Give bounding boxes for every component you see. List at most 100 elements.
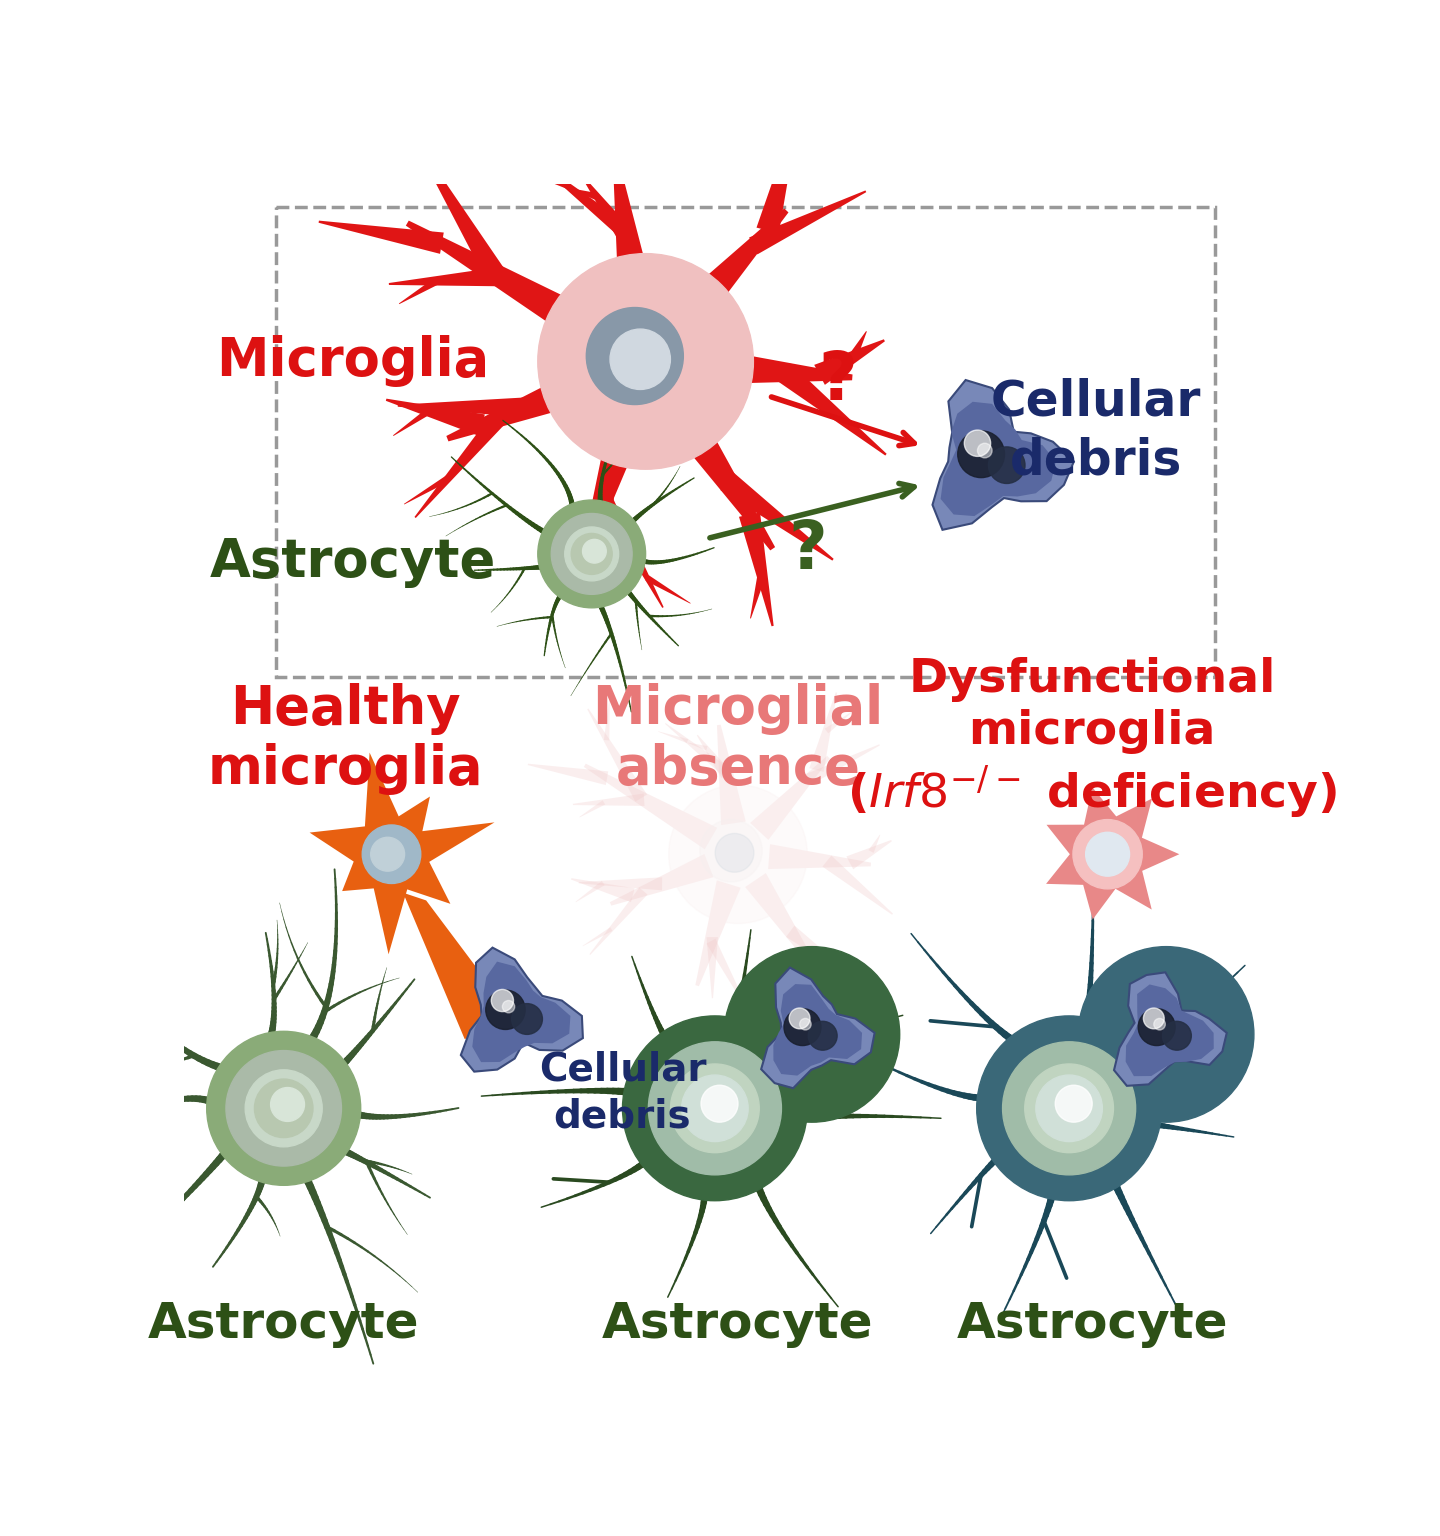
Circle shape bbox=[724, 946, 900, 1123]
Polygon shape bbox=[693, 346, 852, 384]
Polygon shape bbox=[768, 845, 871, 869]
Polygon shape bbox=[399, 278, 439, 304]
Circle shape bbox=[1056, 1086, 1092, 1123]
Circle shape bbox=[965, 430, 991, 456]
Circle shape bbox=[1073, 820, 1142, 889]
Polygon shape bbox=[707, 938, 750, 1012]
Polygon shape bbox=[415, 413, 505, 518]
Circle shape bbox=[245, 1069, 323, 1147]
Polygon shape bbox=[588, 708, 647, 802]
Circle shape bbox=[611, 329, 671, 390]
Polygon shape bbox=[582, 175, 635, 243]
Polygon shape bbox=[778, 364, 887, 456]
Polygon shape bbox=[579, 402, 649, 567]
Polygon shape bbox=[743, 1061, 847, 1100]
Polygon shape bbox=[868, 834, 880, 852]
Text: Healthy
microglia: Healthy microglia bbox=[207, 682, 482, 794]
Polygon shape bbox=[603, 699, 611, 740]
Circle shape bbox=[491, 989, 514, 1012]
Circle shape bbox=[1079, 946, 1254, 1123]
Polygon shape bbox=[611, 854, 713, 906]
Text: Astrocyte: Astrocyte bbox=[602, 1299, 874, 1349]
Circle shape bbox=[572, 533, 612, 574]
Polygon shape bbox=[750, 573, 766, 619]
Polygon shape bbox=[665, 723, 729, 776]
Polygon shape bbox=[707, 937, 719, 998]
Polygon shape bbox=[1115, 972, 1227, 1086]
Circle shape bbox=[370, 837, 405, 871]
Polygon shape bbox=[397, 398, 527, 418]
Polygon shape bbox=[521, 170, 567, 189]
Polygon shape bbox=[847, 840, 891, 869]
Circle shape bbox=[583, 539, 606, 564]
Polygon shape bbox=[386, 399, 485, 436]
Polygon shape bbox=[528, 763, 608, 785]
Polygon shape bbox=[446, 361, 608, 441]
Polygon shape bbox=[573, 794, 645, 806]
Circle shape bbox=[976, 1015, 1162, 1201]
Circle shape bbox=[537, 501, 645, 608]
Circle shape bbox=[271, 1087, 304, 1121]
Circle shape bbox=[958, 430, 1005, 478]
Polygon shape bbox=[579, 800, 605, 817]
Polygon shape bbox=[737, 992, 768, 1009]
Circle shape bbox=[808, 1021, 837, 1051]
Polygon shape bbox=[461, 948, 583, 1072]
Polygon shape bbox=[664, 209, 789, 339]
Text: Astrocyte: Astrocyte bbox=[210, 536, 497, 588]
Polygon shape bbox=[389, 267, 500, 286]
Circle shape bbox=[783, 1009, 821, 1046]
Circle shape bbox=[503, 1000, 514, 1012]
Polygon shape bbox=[809, 693, 837, 773]
Circle shape bbox=[485, 991, 526, 1029]
Polygon shape bbox=[576, 880, 605, 902]
Polygon shape bbox=[393, 402, 438, 436]
Circle shape bbox=[681, 1075, 749, 1141]
Polygon shape bbox=[583, 928, 612, 946]
Polygon shape bbox=[780, 140, 824, 174]
Polygon shape bbox=[657, 390, 775, 550]
Polygon shape bbox=[318, 221, 444, 253]
Circle shape bbox=[586, 307, 684, 404]
Text: ?: ? bbox=[788, 518, 827, 584]
Polygon shape bbox=[403, 892, 518, 1038]
Polygon shape bbox=[436, 120, 446, 184]
Circle shape bbox=[552, 513, 632, 594]
Circle shape bbox=[226, 1051, 341, 1166]
Circle shape bbox=[511, 1003, 543, 1034]
Polygon shape bbox=[596, 493, 664, 608]
Circle shape bbox=[1002, 1041, 1136, 1175]
Circle shape bbox=[1143, 1008, 1164, 1029]
Polygon shape bbox=[310, 753, 494, 954]
Polygon shape bbox=[410, 135, 504, 280]
Polygon shape bbox=[579, 877, 662, 891]
Text: Dysfunctional
microglia
($\it{Irf8}^{-/-}$ deficiency): Dysfunctional microglia ($\it{Irf8}^{-/-… bbox=[847, 657, 1338, 820]
Polygon shape bbox=[1045, 788, 1179, 920]
Polygon shape bbox=[822, 856, 893, 915]
Polygon shape bbox=[940, 402, 1056, 516]
Circle shape bbox=[1162, 1021, 1191, 1051]
Circle shape bbox=[363, 825, 420, 883]
Polygon shape bbox=[825, 711, 852, 733]
Polygon shape bbox=[756, 109, 799, 233]
Text: Cellular
debris: Cellular debris bbox=[991, 376, 1201, 484]
Circle shape bbox=[648, 1041, 782, 1175]
Polygon shape bbox=[805, 745, 880, 785]
Text: Astrocyte: Astrocyte bbox=[148, 1299, 419, 1349]
Polygon shape bbox=[773, 985, 863, 1075]
Text: Microglia: Microglia bbox=[216, 335, 490, 387]
Circle shape bbox=[1086, 833, 1129, 876]
Text: ?: ? bbox=[819, 347, 857, 413]
Circle shape bbox=[1153, 1018, 1165, 1031]
Polygon shape bbox=[696, 880, 740, 986]
Polygon shape bbox=[798, 951, 821, 1025]
Circle shape bbox=[1138, 1009, 1175, 1046]
Polygon shape bbox=[567, 187, 598, 200]
Polygon shape bbox=[739, 513, 773, 627]
Polygon shape bbox=[658, 731, 688, 743]
Polygon shape bbox=[405, 475, 451, 504]
Circle shape bbox=[716, 834, 755, 872]
Polygon shape bbox=[933, 379, 1074, 530]
Polygon shape bbox=[472, 962, 570, 1061]
Circle shape bbox=[1025, 1064, 1113, 1152]
